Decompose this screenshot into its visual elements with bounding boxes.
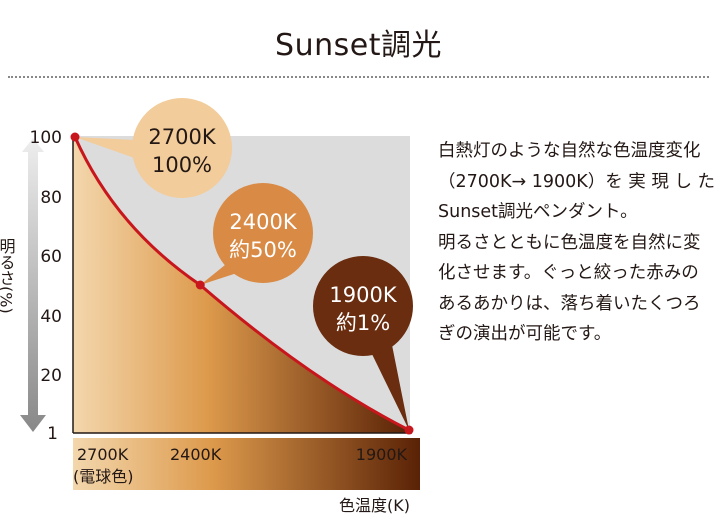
area-fill — [73, 137, 409, 433]
callout-bubble: 1900K 約1% — [313, 256, 413, 431]
description-line: 白熱灯のような自然な色温度変化 — [438, 141, 701, 161]
y-tick: 60 — [40, 247, 62, 267]
description: 白熱灯のような自然な色温度変化 （2700K→ 1900K）を 実 現 し た … — [438, 136, 717, 350]
description-line: 明るさとともに色温度を自然に変 — [438, 232, 701, 253]
callout-label: 約50% — [229, 238, 297, 262]
callout-circle — [213, 183, 313, 283]
callout-circle — [132, 98, 232, 198]
description-line: ぎの演出が可能です。 — [438, 324, 612, 344]
callout-label: 約1% — [336, 311, 390, 335]
x-tick: 2400K — [170, 445, 222, 464]
y-tick: 1 — [47, 424, 58, 444]
callout-bubble: 2700K 100% — [75, 98, 232, 198]
callout-tail — [75, 137, 140, 160]
callout-label: 100% — [152, 153, 212, 177]
x-tick: 2700K — [77, 445, 129, 464]
y-tick: 80 — [40, 188, 62, 208]
data-point — [70, 132, 80, 142]
callout-circle — [313, 256, 413, 356]
callout-label: 1900K — [329, 283, 397, 307]
y-tick: 20 — [40, 366, 62, 386]
description-line: 化させます。ぐっと絞った赤みの — [438, 263, 699, 283]
x-axis-label: 色温度(K) — [339, 496, 410, 515]
x-tick-sublabel: (電球色) — [73, 467, 134, 486]
description-line: あるあかりは、落ち着いたくつろ — [438, 293, 701, 314]
data-point — [404, 425, 414, 435]
callout-label: 2400K — [229, 210, 297, 234]
callout-label: 2700K — [148, 125, 216, 149]
x-tick: 1900K — [356, 445, 408, 464]
dotted-divider — [8, 76, 709, 78]
callout-bubble: 2400K 約50% — [200, 183, 313, 285]
y-tick: 100 — [30, 128, 62, 148]
callout-tail — [370, 345, 409, 431]
color-temperature-bar — [73, 438, 420, 490]
description-line: Sunset調光ペンダント。 — [438, 202, 638, 222]
page-title: Sunset調光 — [275, 28, 442, 63]
y-axis-label: 明るさ(%) — [0, 238, 16, 314]
data-point — [195, 280, 205, 290]
brightness-arrow-icon — [20, 138, 46, 432]
y-tick: 40 — [40, 307, 62, 327]
chart: 2700K 100% 2400K 約50% 1900K 約1% 明るさ(%) 100 80… — [0, 98, 420, 515]
description-line: （2700K→ 1900K）を 実 現 し た — [438, 171, 716, 192]
